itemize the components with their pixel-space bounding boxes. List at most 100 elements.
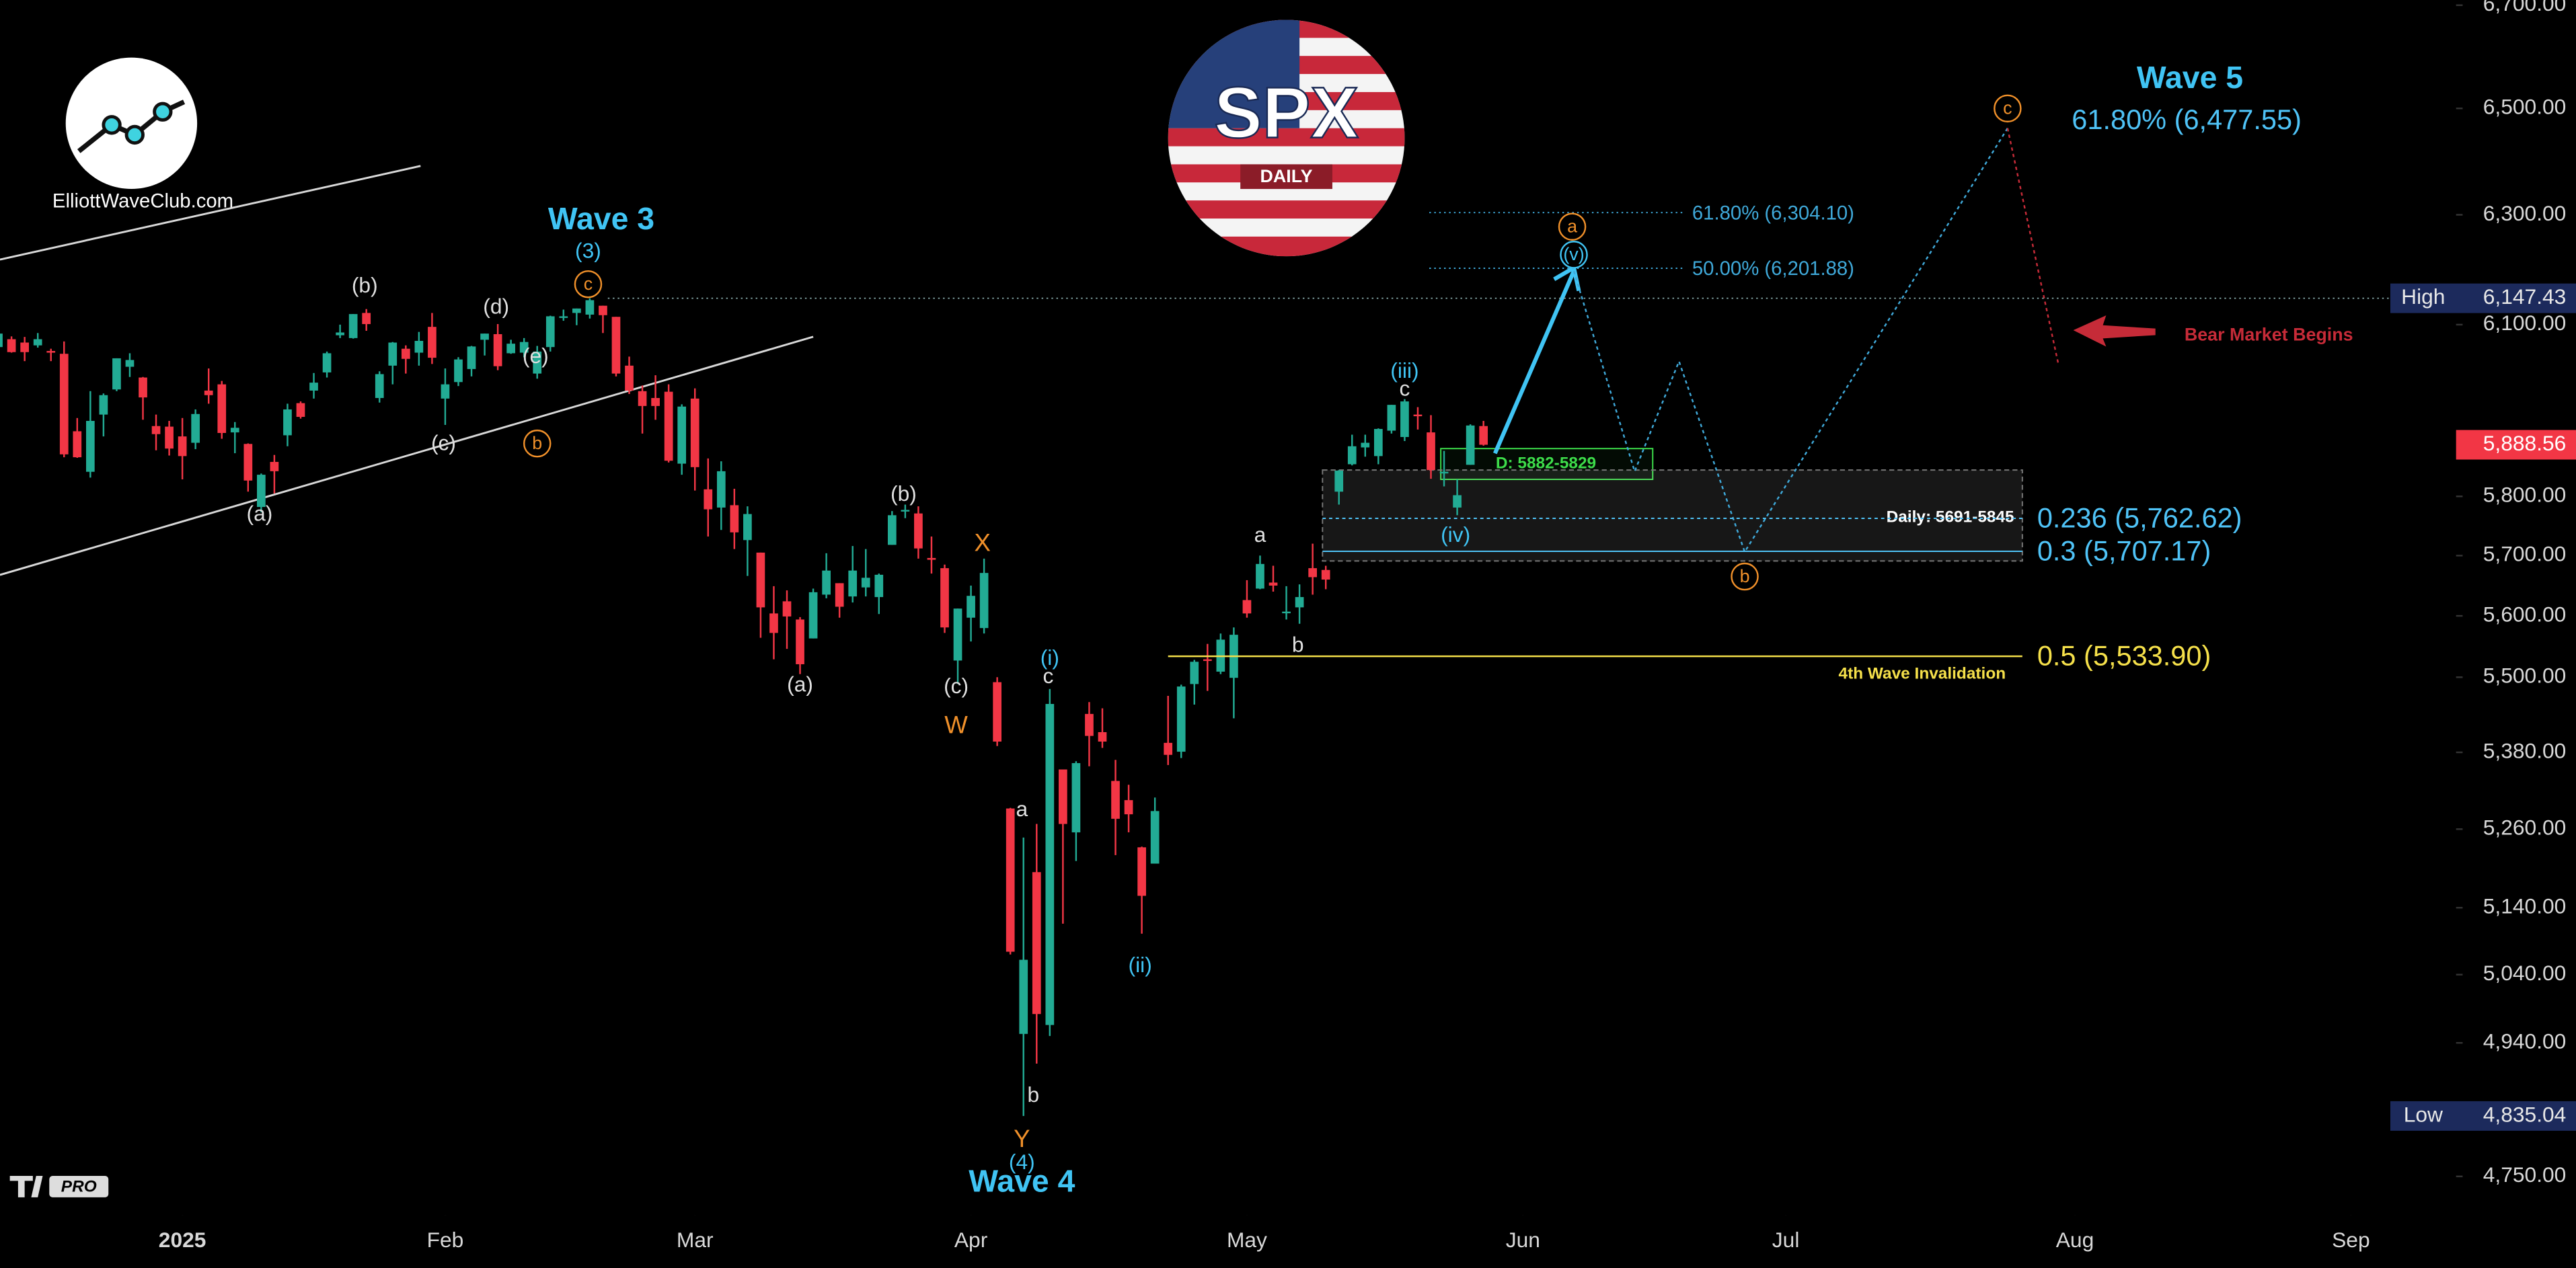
candle-body (1268, 582, 1278, 586)
candle-body (151, 426, 161, 434)
candle-body (545, 316, 555, 348)
annotation: (4) (1009, 1150, 1035, 1174)
zones: D: 5882-5829 Daily: 5691-5845 (1322, 448, 2023, 562)
x-axis-band (0, 1215, 2576, 1268)
candle-body (46, 351, 56, 353)
annotation: (d) (483, 294, 509, 319)
marker-name: High (2401, 284, 2445, 309)
candle-body (599, 305, 607, 315)
annotation: 4th Wave Invalidation (1839, 664, 2006, 682)
candle-body (348, 314, 358, 338)
annotation: a (1016, 797, 1028, 821)
candle-body (585, 300, 595, 315)
candle-body (1427, 432, 1435, 471)
candle-body (388, 342, 397, 366)
candle-body (493, 334, 502, 366)
candle-body (782, 601, 792, 617)
candle-body (1308, 568, 1317, 578)
annotation: b (532, 433, 542, 453)
zone-label: D: 5882-5829 (1496, 454, 1596, 473)
x-tick-label: Jul (1772, 1228, 1800, 1252)
candle-body (874, 574, 884, 598)
annotation-ring (1558, 212, 1587, 241)
annotation-ring (1731, 562, 1759, 591)
zone (1322, 469, 2023, 562)
annotation: Wave 4 (969, 1163, 1075, 1198)
annotation: X (974, 529, 990, 557)
y-tick-label: 5,500.00 (2483, 664, 2567, 688)
candle-body (1085, 713, 1094, 736)
candle-body (1334, 471, 1344, 492)
candle-body (1190, 662, 1199, 684)
candle-body (112, 358, 121, 390)
annotation: W (944, 711, 968, 739)
annotation: Wave 5 (2137, 60, 2243, 95)
candle-body (887, 515, 897, 545)
platform-badge: PRO (9, 1176, 109, 1197)
candle-body (1361, 442, 1370, 448)
annotation: Bear Market Begins (2185, 325, 2353, 345)
candle-body (59, 354, 69, 454)
candle-body (85, 421, 95, 472)
candle-body (375, 374, 384, 398)
annotation: Y (1014, 1125, 1030, 1152)
candle-body (125, 360, 135, 367)
y-tick-label: 6,700.00 (2483, 0, 2567, 15)
projection-path (2006, 128, 2059, 365)
fib-label: 0.236 (5,762.62) (2037, 502, 2242, 533)
marker-value: 4,835.04 (2483, 1102, 2567, 1126)
channel-line (0, 335, 814, 576)
candle-body (480, 333, 489, 340)
annotation: c (1399, 377, 1410, 401)
candle-body (1019, 959, 1028, 1034)
logo-site: ElliottWaveClub.com (52, 190, 233, 212)
candle-body (414, 341, 424, 353)
candle-body (270, 462, 279, 471)
annotation: b (1028, 1082, 1040, 1107)
spx-logo: SPX DAILY (1168, 19, 1405, 257)
annotation: c (2003, 98, 2012, 118)
candle-body (611, 317, 621, 374)
y-tick-label: 5,800.00 (2483, 483, 2567, 507)
candle-body (1347, 446, 1357, 465)
x-tick-label: Mar (677, 1228, 714, 1252)
projection-arrow (1492, 270, 1576, 454)
candle-body (283, 409, 292, 436)
candle-body (769, 613, 778, 633)
candle-body (1150, 811, 1160, 864)
y-tick-label: 6,500.00 (2483, 95, 2567, 119)
candle-body (979, 573, 989, 629)
candle-body (1176, 686, 1186, 752)
candle-body (572, 308, 581, 313)
candle-body (690, 398, 699, 467)
annotation-ring (1560, 240, 1588, 269)
ewc-logo: ElliottWaveClub.com (52, 57, 233, 212)
candle-body (1373, 428, 1383, 457)
candle-body (1124, 800, 1133, 815)
candle-body (716, 471, 726, 508)
fib-label: 0.3 (5,707.17) (2037, 534, 2211, 566)
x-tick-label: Aug (2056, 1228, 2094, 1252)
annotation: (c) (944, 674, 969, 698)
logo-symbol: SPX (1214, 72, 1359, 153)
candle-body (1413, 414, 1423, 417)
candle-body (230, 428, 239, 433)
zone (1440, 448, 1654, 481)
candle-body (1400, 401, 1409, 437)
zone-label: Daily: 5691-5845 (1887, 508, 2014, 526)
annotation: c (1043, 664, 1053, 688)
annotation: (a) (247, 501, 273, 525)
candle-body (191, 413, 200, 443)
fib-label: 0.5 (5,533.90) (2037, 640, 2211, 672)
annotation-ring (523, 429, 552, 458)
candle-body (1256, 563, 1264, 589)
candle-body (848, 570, 858, 597)
annotation: (v) (1563, 244, 1584, 264)
annotation: (i) (1040, 645, 1059, 670)
marker-box (2390, 283, 2576, 313)
candle-body (625, 365, 634, 391)
annotation: c (584, 274, 593, 294)
candle-body (822, 570, 831, 595)
